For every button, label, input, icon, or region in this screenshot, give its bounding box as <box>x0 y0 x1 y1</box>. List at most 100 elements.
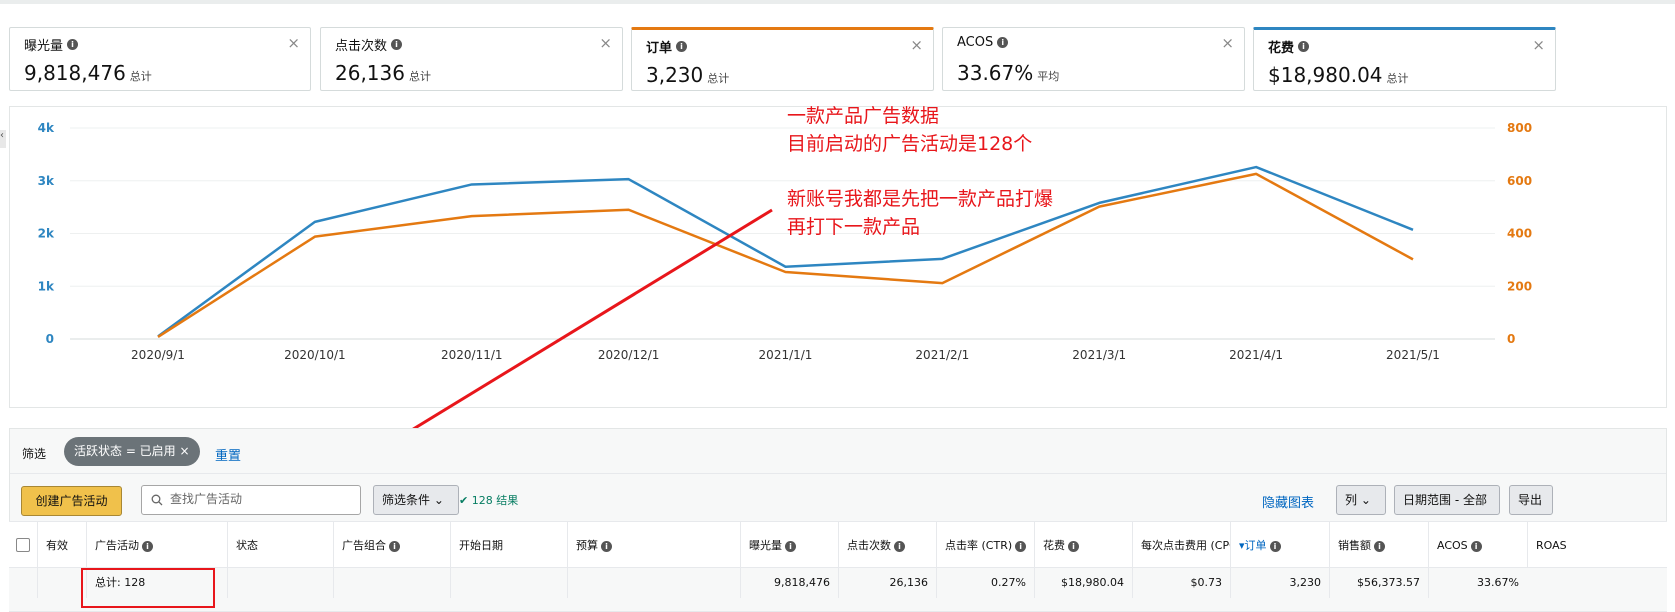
left-axis-tick: 1k <box>38 279 55 293</box>
info-icon: i <box>601 540 612 552</box>
chart-svg: 0 0 1k 200 2k 400 3k 600 4k 800 2020/9/1 2020/10/1 2… <box>38 121 1532 362</box>
cell-orders: 3,230 <box>1230 568 1329 598</box>
x-axis-tick: 2021/3/1 <box>1072 348 1126 362</box>
cell-portfolio <box>333 568 450 598</box>
info-icon: i <box>391 39 403 50</box>
close-icon[interactable]: × <box>287 34 300 52</box>
col-clicks[interactable]: 点击次数 i <box>838 522 936 569</box>
col-start-date[interactable]: 开始日期 <box>450 522 567 569</box>
metric-card-acos[interactable]: ACOS i × 33.67% 平均 <box>942 27 1245 91</box>
select-all-checkbox[interactable] <box>16 538 30 552</box>
right-axis-tick: 400 <box>1507 227 1532 241</box>
x-axis-tick: 2021/2/1 <box>915 348 969 362</box>
card-label: 花费 i <box>1268 37 1310 56</box>
cell-budget <box>567 568 740 598</box>
x-axis-tick: 2021/1/1 <box>759 348 813 362</box>
card-value: 26,136 总计 <box>335 61 431 85</box>
col-ctr[interactable]: 点击率 (CTR) i <box>936 522 1034 569</box>
right-axis-tick: 0 <box>1507 332 1515 346</box>
info-icon: i <box>1015 540 1027 552</box>
series-line-right <box>157 172 1414 338</box>
card-value: 33.67% 平均 <box>957 61 1060 85</box>
card-value: $18,980.04 总计 <box>1268 63 1409 87</box>
check-icon: ✔ <box>459 494 469 507</box>
cell-active <box>37 568 86 598</box>
col-portfolio[interactable]: 广告组合 i <box>333 522 450 569</box>
cell-start-date <box>450 568 567 598</box>
table-header: 有效 广告活动 i 状态 广告组合 i 开始日期 预算 i 曝光量 i 点击次数 i 点击… <box>9 521 1667 569</box>
hide-chart-link[interactable]: 隐藏图表 <box>1262 496 1315 511</box>
search-box[interactable] <box>141 485 361 515</box>
reset-link[interactable]: 重置 <box>215 449 242 464</box>
left-axis-tick: 2k <box>38 227 55 241</box>
annotation-text-bottom: 新账号我都是先把一款产品打爆 再打下一款产品 <box>787 188 1054 238</box>
info-icon: i <box>1470 540 1482 552</box>
col-cpc[interactable]: 每次点击费用 (CPC) <box>1132 522 1230 569</box>
x-axis-tick: 2021/4/1 <box>1229 348 1283 362</box>
col-campaign[interactable]: 广告活动 i <box>86 522 227 569</box>
series-line-left <box>157 165 1414 338</box>
x-axis-tick: 2021/5/1 <box>1386 348 1440 362</box>
search-input[interactable] <box>170 492 355 506</box>
metric-card-impressions[interactable]: 曝光量 i × 9,818,476 总计 <box>9 27 311 91</box>
close-icon[interactable]: × <box>599 34 612 52</box>
cell-ctr: 0.27% <box>936 568 1034 598</box>
filter-chip[interactable]: 活跃状态 = 已启用 × <box>64 437 200 466</box>
col-budget[interactable]: 预算 i <box>567 522 740 569</box>
card-label: 订单 i <box>646 37 688 56</box>
top-bar <box>0 0 1675 4</box>
annotation-highlight-box <box>81 568 215 608</box>
info-icon: i <box>1068 540 1079 552</box>
left-axis-tick: 3k <box>38 174 55 188</box>
cell-acos: 33.67% <box>1428 568 1527 598</box>
date-range-button[interactable]: 日期范围 - 全部 <box>1394 485 1500 515</box>
filter-row: 筛选 活跃状态 = 已启用 × 重置 <box>10 429 1666 473</box>
right-axis-tick: 200 <box>1507 279 1532 293</box>
info-icon: i <box>894 540 905 552</box>
metric-card-orders[interactable]: 订单 i × 3,230 总计 <box>631 27 934 91</box>
filter-conditions-button[interactable]: 筛选条件 ⌄ <box>373 485 459 515</box>
info-icon: i <box>67 39 79 50</box>
info-icon: i <box>1374 540 1385 552</box>
card-label: 曝光量 i <box>24 35 79 54</box>
columns-button[interactable]: 列 ⌄ <box>1336 485 1386 515</box>
col-roas[interactable]: ROAS <box>1527 522 1667 569</box>
metric-cards: 曝光量 i × 9,818,476 总计 点击次数 i × 26,136 总计 订单 i … <box>9 27 1667 91</box>
result-count: ✔ 128 结果 <box>459 494 519 507</box>
metric-card-spend[interactable]: 花费 i × $18,980.04 总计 <box>1253 27 1556 91</box>
col-impressions[interactable]: 曝光量 i <box>740 522 838 569</box>
card-value: 9,818,476 总计 <box>24 61 152 85</box>
collapse-handle[interactable]: ‹ <box>0 130 6 148</box>
card-label: 点击次数 i <box>335 35 403 54</box>
right-axis-tick: 800 <box>1507 121 1532 135</box>
metric-card-clicks[interactable]: 点击次数 i × 26,136 总计 <box>320 27 623 91</box>
chevron-down-icon: ⌄ <box>433 493 444 507</box>
col-orders[interactable]: ▾订单 i <box>1230 522 1329 569</box>
x-axis-tick: 2020/9/1 <box>131 348 185 362</box>
col-active[interactable]: 有效 <box>37 522 86 569</box>
x-axis-tick: 2020/11/1 <box>441 348 503 362</box>
col-spend[interactable]: 花费 i <box>1034 522 1132 569</box>
close-icon[interactable]: × <box>179 444 190 458</box>
chevron-down-icon: ⌄ <box>1360 493 1371 507</box>
col-status[interactable]: 状态 <box>227 522 333 569</box>
right-axis-tick: 600 <box>1507 174 1532 188</box>
info-icon: i <box>785 540 796 552</box>
close-icon[interactable]: × <box>910 36 923 54</box>
cell-status <box>227 568 333 598</box>
create-campaign-button[interactable]: 创建广告活动 <box>21 486 122 516</box>
col-acos[interactable]: ACOS i <box>1428 522 1527 569</box>
close-icon[interactable]: × <box>1532 36 1545 54</box>
close-icon[interactable]: × <box>1221 34 1234 52</box>
left-axis-tick: 0 <box>46 332 54 346</box>
export-button[interactable]: 导出 <box>1509 485 1553 515</box>
cell-clicks: 26,136 <box>838 568 936 598</box>
x-axis-tick: 2020/12/1 <box>598 348 660 362</box>
x-axis-tick: 2020/10/1 <box>284 348 346 362</box>
col-sales[interactable]: 销售额 i <box>1329 522 1428 569</box>
info-icon: i <box>389 540 400 552</box>
cell-cpc: $0.73 <box>1132 568 1230 598</box>
card-value: 3,230 总计 <box>646 63 730 87</box>
sort-desc-icon: ▾ <box>1239 539 1245 552</box>
annotation-text-top: 一款产品广告数据 目前启动的广告活动是128个 <box>787 105 1033 155</box>
